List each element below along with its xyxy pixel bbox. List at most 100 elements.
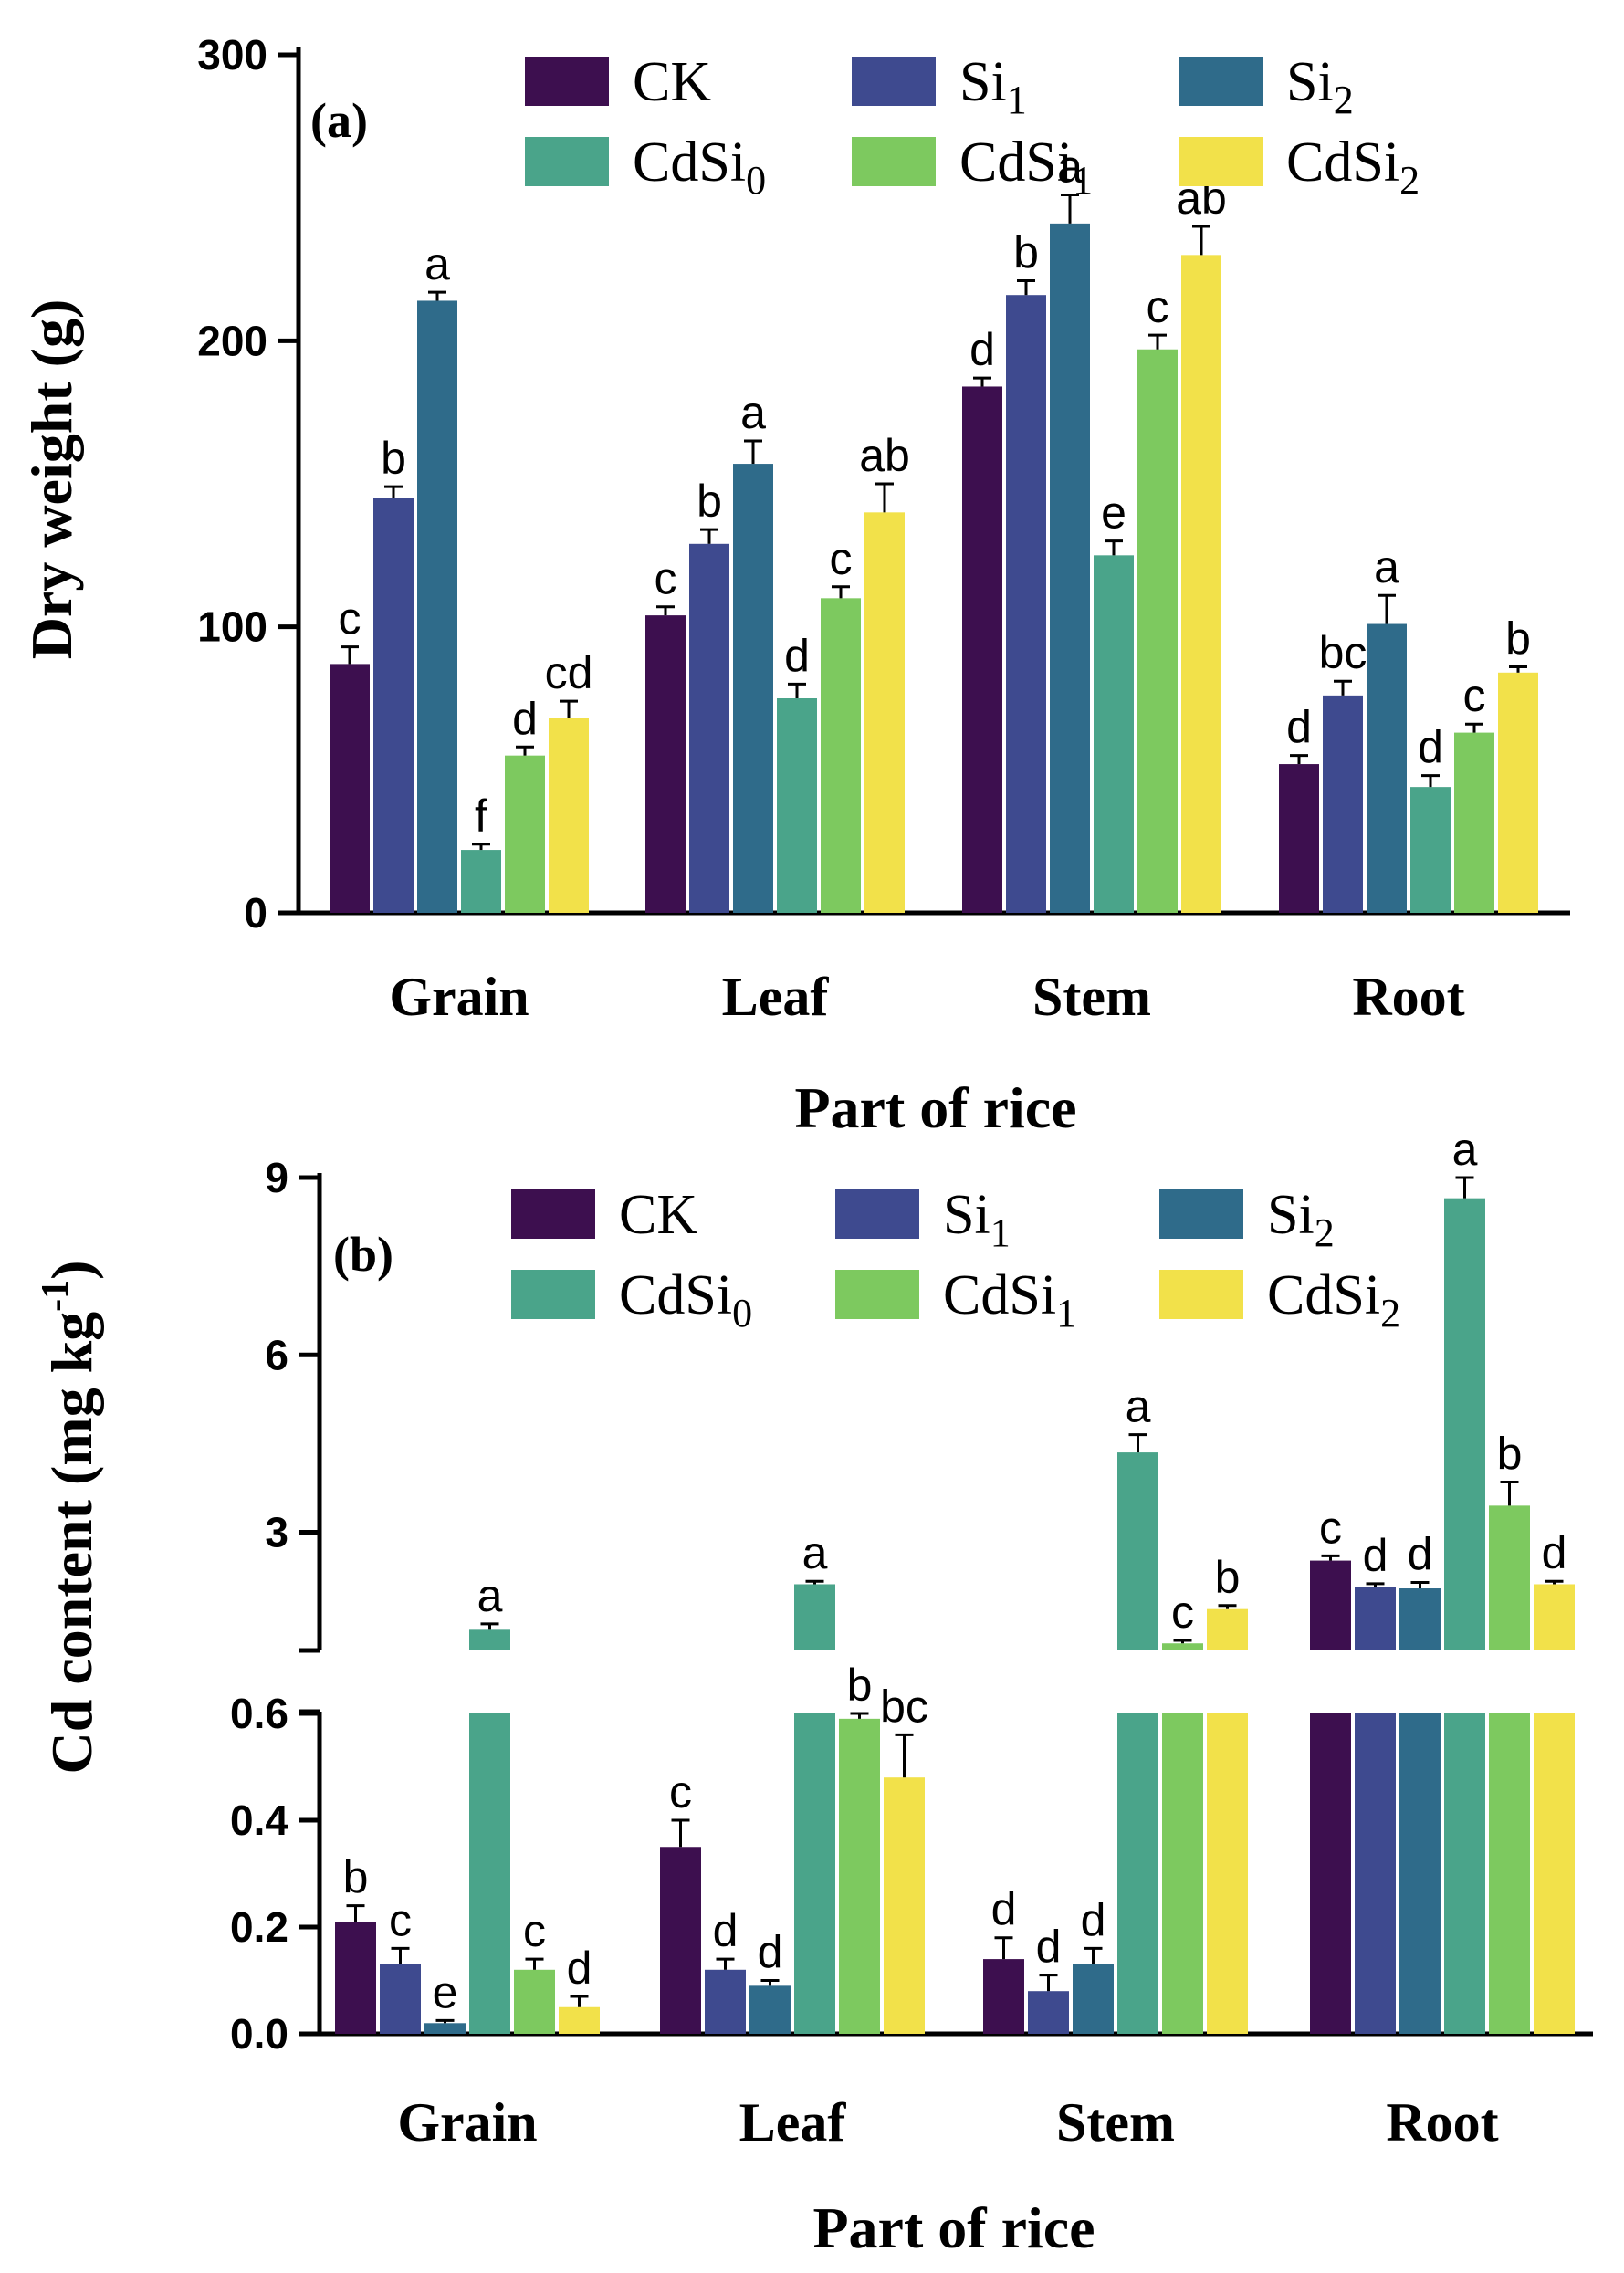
sig-letter-si2-stem: d: [1081, 1894, 1106, 1945]
bar-cdsi2-grain: [559, 2006, 600, 2034]
sig-letter-cdsi2-stem: b: [1215, 1552, 1241, 1603]
legend-label-si1: Si1: [959, 51, 1027, 122]
bar-si1-root: [1323, 695, 1363, 913]
sig-letter-cdsi1-grain: d: [512, 693, 538, 744]
bar-cdsi1-stem: [1137, 349, 1178, 913]
legend-swatch-ck: [525, 57, 609, 106]
legend-label-sub: 2: [1380, 1291, 1400, 1336]
bar-ck-grain: [335, 1922, 376, 2034]
y-tick-b-low-0.6-label: 0.6: [230, 1690, 288, 1737]
sig-letter-cdsi1-leaf: c: [830, 533, 853, 584]
bar-cdsi2-root-upper: [1534, 1584, 1575, 1650]
legend-label-cdsi1: CdSi1: [959, 131, 1093, 203]
bar-si1-stem: [1028, 1991, 1069, 2034]
sig-letter-cdsi2-root: b: [1505, 613, 1531, 665]
legend-label-base: CdSi: [1286, 131, 1399, 194]
sig-letter-ck-leaf: c: [655, 553, 677, 604]
legend-label-sub: 0: [746, 158, 766, 203]
bar-si1-leaf: [705, 1969, 746, 2034]
y-axis-title-b-end: ): [39, 1261, 104, 1280]
legend-label-sub: 2: [1315, 1210, 1335, 1255]
legend-label-sub: 2: [1334, 78, 1354, 122]
bar-cdsi2-grain: [549, 718, 589, 913]
sig-letter-cdsi0-stem: e: [1101, 487, 1126, 539]
bar-si2-root-lower: [1399, 1713, 1441, 2034]
bar-cdsi2-root: [1498, 672, 1538, 913]
bar-cdsi2-stem-upper: [1207, 1608, 1248, 1650]
sig-letter-cdsi1-leaf: b: [847, 1660, 873, 1711]
bar-cdsi0-stem-lower: [1117, 1713, 1158, 2034]
sig-letter-si2-grain: a: [424, 238, 450, 289]
bar-cdsi2-root-lower: [1534, 1713, 1575, 2034]
sig-letter-si1-root: d: [1363, 1530, 1388, 1581]
legend-swatch-cdsi0: [525, 137, 609, 186]
bar-si2-root-upper: [1399, 1588, 1441, 1650]
legend-label-base: CdSi: [1267, 1264, 1380, 1326]
x-tick-label-leaf: Leaf: [722, 967, 830, 1027]
y-axis-title-b: Cd content (mg kg-1): [35, 1261, 104, 1775]
sig-letter-ck-stem: d: [991, 1884, 1017, 1935]
bar-cdsi1-stem-upper: [1162, 1643, 1203, 1650]
sig-letter-cdsi0-grain: f: [475, 791, 487, 842]
y-axis-title-b-sup: -1: [35, 1280, 77, 1312]
bar-ck-root-upper: [1310, 1560, 1351, 1650]
sig-letter-ck-root: d: [1286, 702, 1312, 753]
bar-ck-leaf: [645, 615, 686, 913]
sig-letter-cdsi2-root: d: [1542, 1527, 1567, 1578]
legend-label-base: Si: [1286, 51, 1334, 113]
sig-letter-si2-grain: e: [433, 1966, 458, 2017]
sig-letter-ck-root: c: [1319, 1502, 1342, 1553]
y-tick-b-up-6-label: 6: [265, 1331, 288, 1378]
legend-label-ck: CK: [619, 1184, 697, 1246]
legend-label-base: Si: [1267, 1184, 1315, 1246]
bar-cdsi1-root-upper: [1489, 1505, 1530, 1650]
legend-label-si2: Si2: [1267, 1184, 1335, 1255]
sig-letter-si2-stem: a: [1057, 141, 1083, 193]
y-tick-b-low-0.2-label: 0.2: [230, 1903, 288, 1951]
legend-swatch-cdsi1: [852, 137, 936, 186]
x-tick-label-grain: Grain: [397, 2092, 537, 2153]
legend-label-base: CdSi: [959, 131, 1073, 194]
legend-swatch-ck: [511, 1189, 595, 1239]
sig-letter-si2-root: a: [1374, 541, 1399, 592]
legend-swatch-si2: [1179, 57, 1263, 106]
bar-cdsi1-grain: [514, 1969, 555, 2034]
y-tick-b-up-9-label: 9: [265, 1154, 288, 1201]
legend-swatch-si1: [835, 1189, 919, 1239]
bar-cdsi1-root: [1454, 732, 1494, 913]
sig-letter-cdsi0-root: a: [1452, 1124, 1478, 1175]
y-tick-a-100-label: 100: [197, 603, 267, 651]
y-axis-title-a: Dry weight (g): [19, 299, 84, 660]
bar-cdsi2-stem: [1181, 255, 1221, 913]
bar-si2-leaf: [749, 1985, 791, 2034]
y-tick-b-low-0.0-label: 0.0: [230, 2010, 288, 2058]
sig-letter-si1-root: bc: [1319, 627, 1367, 678]
bar-cdsi1-leaf: [839, 1718, 880, 2034]
legend-label-sub: 0: [732, 1291, 752, 1336]
legend-label-sub: 1: [990, 1210, 1011, 1255]
bar-si1-stem: [1006, 295, 1046, 913]
legend-label-base: CK: [619, 1184, 697, 1246]
y-tick-a-0-label: 0: [244, 889, 267, 937]
y-tick-a-200-label: 200: [197, 317, 267, 364]
sig-letter-si2-leaf: a: [740, 387, 766, 438]
bar-si1-grain: [373, 498, 414, 913]
bar-si2-stem: [1050, 223, 1090, 913]
bar-si1-root-lower: [1355, 1713, 1396, 2034]
legend-swatch-cdsi0: [511, 1270, 595, 1319]
sig-letter-ck-leaf: c: [669, 1766, 692, 1817]
x-ticks-b: Grain Leaf Stem Root: [397, 2092, 1498, 2153]
legend-label-cdsi1: CdSi1: [943, 1264, 1076, 1336]
bar-cdsi1-stem-lower: [1162, 1713, 1203, 2034]
sig-letter-si1-grain: c: [389, 1894, 412, 1945]
legend-label-si1: Si1: [943, 1184, 1011, 1255]
panel-label-a: (a): [310, 93, 368, 148]
bar-si2-grain: [417, 300, 457, 913]
legend-swatch-cdsi2: [1179, 137, 1263, 186]
x-tick-label-leaf: Leaf: [739, 2092, 847, 2153]
sig-letter-si2-root: d: [1408, 1529, 1433, 1580]
bar-cdsi1-root-lower: [1489, 1713, 1530, 2034]
